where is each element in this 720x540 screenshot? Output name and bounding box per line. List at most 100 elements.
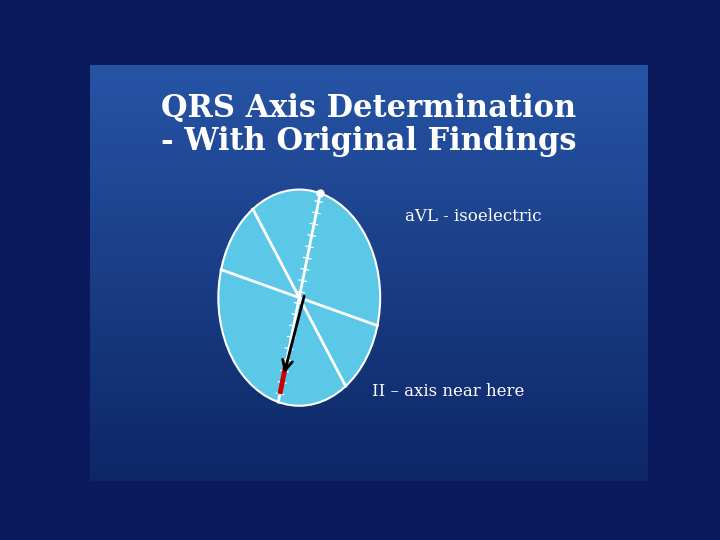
Ellipse shape	[218, 190, 380, 406]
Bar	[90, 244, 648, 248]
Bar	[90, 456, 648, 460]
Bar	[90, 227, 648, 231]
Bar	[90, 360, 648, 364]
Bar	[90, 198, 648, 202]
Bar	[90, 393, 648, 397]
Bar	[90, 310, 648, 314]
Bar	[90, 73, 648, 77]
Bar	[90, 256, 648, 260]
Bar	[90, 431, 648, 435]
Bar	[90, 214, 648, 219]
Bar	[90, 418, 648, 422]
Bar	[90, 85, 648, 90]
Bar	[90, 352, 648, 356]
Bar	[90, 314, 648, 319]
Bar	[90, 69, 648, 73]
Bar	[90, 331, 648, 335]
Bar	[90, 385, 648, 389]
Bar	[90, 435, 648, 439]
Bar	[90, 414, 648, 418]
Bar	[90, 427, 648, 431]
Bar	[90, 335, 648, 339]
Text: aVL - isoelectric: aVL - isoelectric	[405, 208, 541, 225]
Bar	[90, 368, 648, 373]
Bar	[90, 127, 648, 131]
Bar	[90, 402, 648, 406]
Bar	[90, 136, 648, 140]
Bar	[90, 148, 648, 152]
Bar	[90, 131, 648, 136]
Bar	[90, 389, 648, 393]
Bar	[90, 348, 648, 352]
Bar	[90, 302, 648, 306]
Bar	[90, 381, 648, 385]
Bar	[90, 265, 648, 268]
Bar	[90, 289, 648, 294]
Bar	[90, 82, 648, 85]
Bar	[90, 168, 648, 173]
Bar	[90, 90, 648, 94]
Text: QRS Axis Determination: QRS Axis Determination	[161, 93, 577, 124]
Bar	[90, 219, 648, 223]
Bar	[90, 260, 648, 265]
Bar	[90, 77, 648, 82]
Bar	[90, 210, 648, 214]
Bar	[90, 248, 648, 252]
Bar	[90, 177, 648, 181]
Bar	[90, 277, 648, 281]
Bar	[90, 235, 648, 239]
Bar	[90, 460, 648, 464]
Bar	[90, 298, 648, 302]
Bar	[90, 206, 648, 210]
Bar	[90, 231, 648, 235]
Bar	[90, 472, 648, 476]
Bar	[90, 422, 648, 427]
Bar	[90, 202, 648, 206]
Bar	[90, 319, 648, 322]
Bar	[90, 410, 648, 414]
Bar	[90, 464, 648, 468]
Bar	[90, 185, 648, 190]
Bar	[90, 339, 648, 343]
Text: - With Original Findings: - With Original Findings	[161, 126, 577, 157]
Bar	[90, 114, 648, 119]
Bar	[90, 281, 648, 285]
Bar	[90, 152, 648, 156]
Bar	[90, 406, 648, 410]
Bar	[90, 123, 648, 127]
Bar	[90, 447, 648, 451]
Bar	[90, 364, 648, 368]
Bar	[90, 181, 648, 185]
Bar	[90, 252, 648, 256]
Bar	[90, 468, 648, 472]
Bar	[90, 327, 648, 331]
Bar	[90, 273, 648, 277]
Bar	[90, 223, 648, 227]
Bar	[90, 285, 648, 289]
Bar	[90, 443, 648, 447]
Bar	[90, 173, 648, 177]
Bar	[90, 239, 648, 244]
Bar	[90, 190, 648, 194]
Bar	[90, 451, 648, 456]
Bar	[90, 102, 648, 106]
Bar	[90, 106, 648, 111]
Bar	[90, 111, 648, 114]
Bar	[90, 194, 648, 198]
Bar	[90, 156, 648, 160]
Bar	[90, 377, 648, 381]
Bar	[90, 268, 648, 273]
Bar	[90, 306, 648, 310]
Bar	[90, 94, 648, 98]
Bar	[90, 160, 648, 165]
Bar	[90, 397, 648, 402]
Text: II – axis near here: II – axis near here	[372, 383, 524, 400]
Bar	[90, 65, 648, 69]
Bar	[90, 98, 648, 102]
Bar	[90, 140, 648, 144]
Bar	[90, 119, 648, 123]
Bar	[90, 373, 648, 377]
Bar	[90, 165, 648, 168]
Bar	[90, 476, 648, 481]
Bar	[90, 294, 648, 298]
